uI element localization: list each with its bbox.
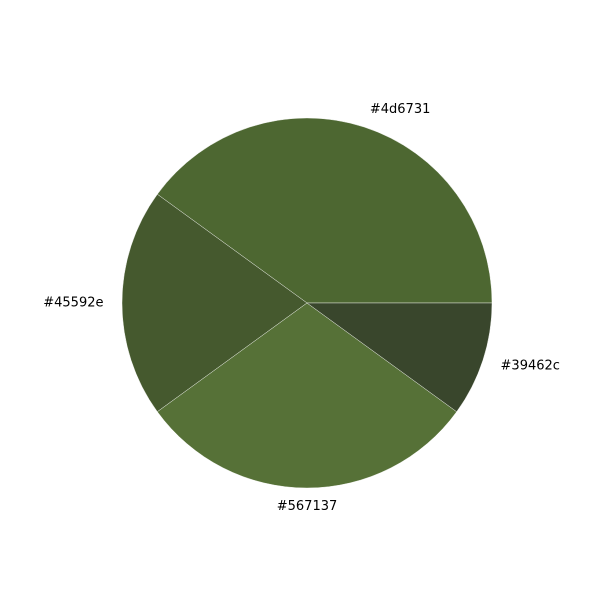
pie-slices: [121, 117, 493, 489]
pie-slice-3: [306, 302, 493, 413]
pie-label-1: #45592e: [43, 296, 103, 311]
pie-labels: #4d6731 #45592e #567137 #39462c: [43, 102, 560, 514]
pie-label-0: #4d6731: [370, 102, 431, 117]
pie-slice-1: [121, 193, 308, 413]
pie-slice-0: [157, 117, 493, 304]
pie-slice-2: [157, 302, 457, 489]
pie-label-3: #39462c: [501, 358, 560, 373]
pie-label-2: #567137: [277, 499, 338, 514]
